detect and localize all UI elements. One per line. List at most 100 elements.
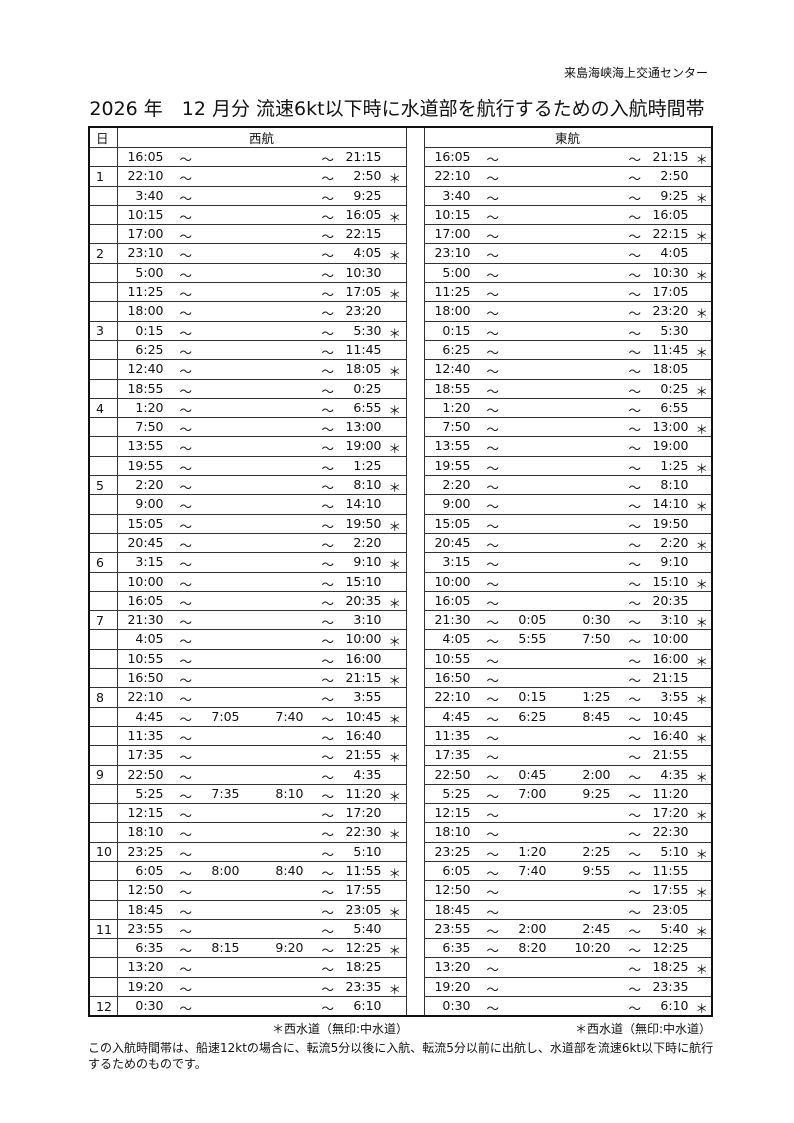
west-end: 4:35 [353,766,382,782]
east-break-start: 1:20 [518,843,547,859]
east-end: 5:40 [660,920,689,936]
east-cell: 21:30 ～ 0:05 0:30 ～ 3:10 ＊ [423,610,712,631]
east-end: 5:10 [660,843,689,859]
west-tilde: ～ [321,402,335,418]
east-end: 2:20 [660,534,689,550]
east-tilde: ～ [486,769,500,785]
east-start: 5:25 [442,785,471,801]
west-start: 23:55 [127,920,164,936]
west-end: 11:20 [345,785,382,801]
west-tilde: ～ [179,865,193,881]
east-end: 16:05 [652,206,689,222]
west-end: 16:00 [345,650,382,666]
east-tilde: ～ [628,750,642,766]
east-end: 10:30 [652,264,689,280]
column-gap [405,880,425,901]
east-tilde: ～ [628,885,642,901]
day-cell: 8 [88,687,118,708]
column-gap [405,977,425,997]
east-cell: 22:50 ～ 0:45 2:00 ～ 4:35 ＊ [423,764,712,785]
organization-name: 来島海峡海上交通センター [563,66,708,80]
west-west-channel-mark: ＊ [388,171,402,187]
west-tilde: ～ [321,422,335,438]
column-gap [405,205,425,225]
east-end: 9:25 [660,187,689,203]
west-cell: 22:10 ～ ～ 2:50 ＊ [116,166,407,187]
table-row: 5:25 ～ 7:35 8:10 ～ 11:20 ＊ 5:25 ～ 7:00 9:25 ～ 11:20 [88,783,712,805]
east-tilde: ～ [628,344,642,360]
table-row: 6 3:15 ～ ～ 9:10 ＊ 3:15 ～ ～ 9:10 [88,552,712,573]
east-tilde: ～ [628,441,642,457]
east-tilde: ～ [486,344,500,360]
west-tilde: ～ [179,152,193,167]
east-tilde: ～ [628,248,642,264]
west-tilde: ～ [179,827,193,843]
east-break-start: 0:15 [518,689,547,705]
west-tilde: ～ [321,846,335,862]
west-west-channel-mark: ＊ [388,981,402,997]
east-start: 6:05 [442,862,471,878]
west-start: 0:15 [135,322,164,338]
east-tilde: ～ [486,673,500,689]
east-tilde: ～ [486,808,500,824]
east-tilde: ～ [628,692,642,708]
west-start: 10:55 [127,650,164,666]
east-tilde: ～ [486,827,500,843]
column-gap [405,784,425,804]
east-cell: 12:40 ～ ～ 18:05 [423,359,712,380]
east-west-channel-mark: ＊ [695,808,709,824]
west-start: 18:55 [127,380,164,396]
east-west-channel-mark: ＊ [695,267,709,283]
west-tilde: ～ [321,750,335,766]
west-cell: 4:45 ～ 7:05 7:40 ～ 10:45 ＊ [116,706,407,727]
day-cell [88,417,118,438]
column-gap [405,996,425,1017]
day-cell: 11 [88,918,118,940]
east-break-end: 8:45 [582,708,611,724]
west-start: 17:00 [127,226,164,242]
west-break-end: 7:40 [275,708,304,724]
east-tilde: ～ [628,267,642,283]
east-cell: 22:10 ～ 0:15 1:25 ～ 3:55 ＊ [423,687,712,708]
east-west-channel-mark: ＊ [695,615,709,631]
east-west-channel-mark: ＊ [695,344,709,360]
west-end: 6:55 [353,399,382,415]
east-cell: 7:50 ～ ～ 13:00 ＊ [423,417,712,438]
east-cell: 16:05 ～ ～ 20:35 [423,590,712,612]
east-end: 10:00 [652,631,689,647]
east-tilde: ～ [486,383,500,399]
west-break-start: 7:05 [211,708,240,724]
east-west-channel-mark: ＊ [695,576,709,592]
west-start: 9:00 [135,496,164,512]
west-start: 3:40 [135,187,164,203]
east-start: 12:50 [434,882,471,898]
east-end: 11:20 [652,785,689,801]
east-tilde: ～ [486,904,500,920]
east-west-channel-mark: ＊ [695,692,709,708]
east-west-channel-mark: ＊ [695,460,709,476]
east-start: 20:45 [434,534,471,550]
west-start: 1:20 [135,399,164,415]
west-tilde: ～ [321,190,335,206]
west-cell: 12:50 ～ ～ 17:55 [116,880,407,901]
west-start: 18:00 [127,303,164,319]
west-end: 19:00 [345,438,382,454]
day-cell [88,899,118,920]
west-west-channel-mark: ＊ [388,634,402,650]
table-row: 11 23:55 ～ ～ 5:40 23:55 ～ 2:00 2:45 ～ 5:40 ＊ [88,918,712,940]
west-tilde: ～ [179,904,193,920]
west-cell: 6:25 ～ ～ 11:45 [116,339,407,361]
east-tilde: ～ [486,692,500,708]
table-row: 10:15 ～ ～ 16:05 ＊ 10:15 ～ ～ 16:05 [88,204,712,226]
west-west-channel-mark: ＊ [388,673,402,689]
west-tilde: ～ [321,673,335,689]
west-tilde: ～ [179,981,193,997]
west-start: 0:30 [135,998,164,1014]
day-cell [88,783,118,805]
west-cell: 10:15 ～ ～ 16:05 ＊ [116,204,407,226]
east-cell: 6:35 ～ 8:20 10:20 ～ 12:25 [423,938,712,959]
west-tilde: ～ [179,383,193,399]
east-tilde: ～ [628,653,642,669]
table-row: 3:40 ～ ～ 9:25 3:40 ～ ～ 9:25 ＊ [88,185,712,206]
west-tilde: ～ [179,943,193,959]
